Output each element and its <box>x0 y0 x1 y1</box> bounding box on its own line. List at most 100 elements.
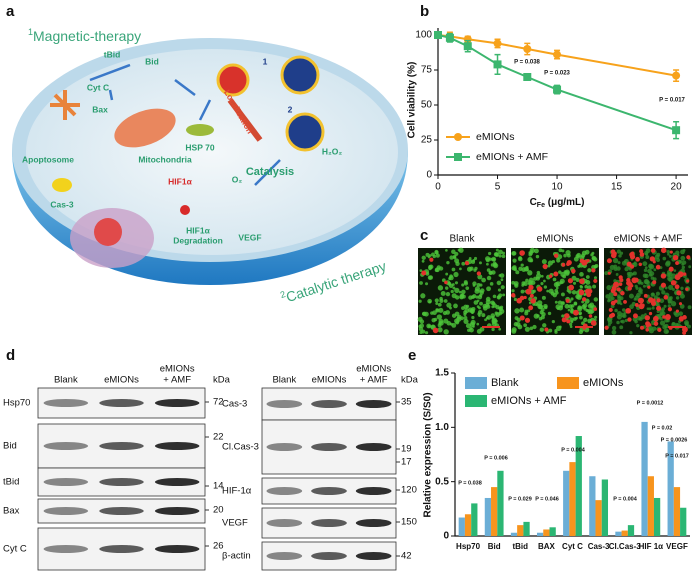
cell-dot <box>486 286 491 292</box>
cell-dot <box>469 266 474 271</box>
blot-band <box>154 545 200 553</box>
cell-dot <box>634 303 639 307</box>
cell-dot <box>576 252 581 258</box>
cell-dot <box>673 269 677 272</box>
cell-dot <box>487 251 492 256</box>
cell-dot <box>648 311 653 316</box>
cell-dot <box>486 304 491 309</box>
cell-dot <box>642 261 648 267</box>
cell-dot <box>648 273 653 277</box>
cell-dot <box>558 248 563 253</box>
cell-dot <box>633 277 639 283</box>
cell-dot <box>468 256 472 260</box>
cell-dot <box>498 249 503 255</box>
cell-dot <box>667 253 670 256</box>
cell-dot <box>659 316 663 321</box>
cell-dot <box>627 282 633 288</box>
cell-dot <box>642 273 648 278</box>
cell-dot <box>454 311 460 317</box>
cell-dot <box>567 278 574 284</box>
cell-diagram <box>12 38 408 285</box>
cell-dot <box>644 266 648 270</box>
unit-label: kDa <box>213 375 231 386</box>
cell-dot <box>486 262 489 266</box>
cell-dot <box>629 264 635 269</box>
kda-label: 120 <box>401 485 417 496</box>
cell-dot <box>652 280 657 285</box>
cell-dot <box>561 249 565 253</box>
cell-dot <box>496 295 501 300</box>
cell-dot <box>498 254 502 258</box>
cell-dot <box>587 310 591 314</box>
cell-dot <box>577 264 581 268</box>
diagram-label: HIF1α <box>168 176 192 186</box>
cell-dot <box>456 316 462 322</box>
cell-dot <box>675 296 680 300</box>
cell-dot <box>478 261 482 265</box>
cell-dot <box>519 250 525 256</box>
blot-band <box>99 478 144 486</box>
cell-dot <box>428 266 432 271</box>
cell-dot <box>440 290 446 296</box>
diagram-label: Bid <box>145 56 159 66</box>
cell-dot <box>435 253 440 258</box>
cell-dot <box>541 295 546 300</box>
cell-dot <box>476 283 481 287</box>
cell-dot <box>555 286 559 290</box>
cell-dot <box>438 320 444 326</box>
cell-dot <box>497 288 502 292</box>
y-tick-label: 1.5 <box>435 368 449 379</box>
cell-dot <box>548 328 553 333</box>
cell-dot <box>583 317 588 323</box>
cell-dot <box>460 293 465 298</box>
cell-dot <box>521 283 525 287</box>
cell-dot <box>419 281 423 285</box>
cell-dot <box>650 248 656 253</box>
cell-dot <box>485 299 491 305</box>
x-tick-label: 5 <box>495 182 501 193</box>
row-label: HIF-1α <box>222 486 252 497</box>
bar <box>517 525 524 536</box>
diagram-label: HIF1α <box>186 225 210 235</box>
cell-dot <box>437 327 443 333</box>
cell-dot <box>435 302 439 306</box>
cell-dot <box>452 254 457 259</box>
cell-dot <box>667 307 673 312</box>
cell-dot <box>591 251 595 255</box>
cell-dot <box>433 317 438 322</box>
annotation: P = 0.038 <box>458 480 482 486</box>
cell-dot <box>548 288 554 294</box>
cell-dot <box>678 311 684 316</box>
cell-dot <box>446 260 450 265</box>
cell-dot <box>644 315 651 321</box>
cell-dot <box>519 295 525 301</box>
diagram-label: 1 <box>263 56 268 66</box>
blot-band <box>311 487 347 495</box>
cell-dot <box>491 315 495 320</box>
cell-dot <box>645 321 651 327</box>
cell-dot <box>421 259 425 263</box>
bar <box>615 531 622 536</box>
cytoplasm <box>26 49 398 255</box>
cell-dot <box>604 325 609 330</box>
kda-label: 22 <box>213 432 224 443</box>
x-axis-label: CFe (μg/mL) <box>530 197 585 209</box>
row-label: VEGF <box>222 518 248 529</box>
cell-dot <box>434 268 439 273</box>
blot-band <box>311 443 347 451</box>
cell-dot <box>527 270 533 276</box>
cell-dot <box>425 271 430 276</box>
cell-dot <box>616 287 621 292</box>
cell-dot <box>578 329 584 335</box>
legend-label: eMIONs + AMF <box>491 395 567 407</box>
cell-dot <box>553 271 559 277</box>
cell-dot <box>664 314 671 320</box>
cell-dot <box>467 328 471 332</box>
legend-label: Blank <box>491 377 519 389</box>
cell-dot <box>659 320 666 326</box>
cell-dot <box>667 284 674 291</box>
cell-dot <box>551 320 555 324</box>
cell-dot <box>575 316 578 320</box>
cell-dot <box>629 331 633 335</box>
